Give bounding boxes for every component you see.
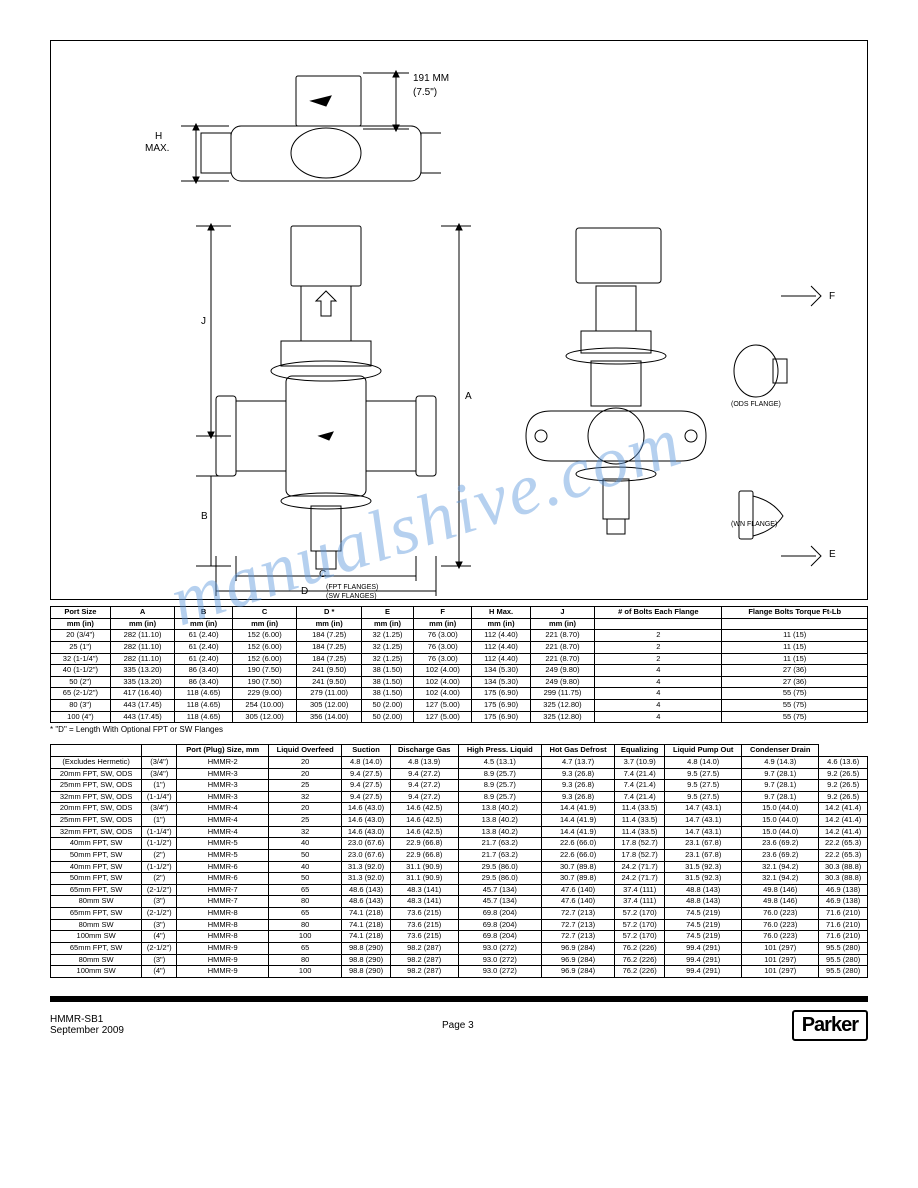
table-row: 20 (3/4")282 (11.10)61 (2.40)152 (6.00)1… [51, 630, 868, 642]
table-row: 32mm FPT, SW, ODS(1-1/4")HMMR-3329.4 (27… [51, 791, 868, 803]
table-row: 40mm FPT, SW(1-1/2")HMMR-64031.3 (92.0)3… [51, 861, 868, 873]
table1-header: Flange Bolts Torque Ft-Lb [722, 607, 868, 619]
table-row: 50mm FPT, SW(2")HMMR-55023.0 (67.6)22.9 … [51, 849, 868, 861]
table1-subheader: mm (in) [472, 618, 530, 630]
table-row: 32 (1-1/4")282 (11.10)61 (2.40)152 (6.00… [51, 653, 868, 665]
table1-subheader: mm (in) [110, 618, 175, 630]
table2-header: Port (Plug) Size, mm [177, 745, 269, 757]
sw-label: (SW FLANGES) [326, 593, 377, 600]
table-row: 65mm FPT, SW(2-1/2")HMMR-96598.8 (290)98… [51, 942, 868, 954]
table2-header: Liquid Pump Out [665, 745, 742, 757]
table-row: 50 (2")335 (13.20)86 (3.40)190 (7.50)241… [51, 676, 868, 688]
table-row: 25mm FPT, SW, ODS(1")HMMR-42514.6 (43.0)… [51, 815, 868, 827]
table1-note: * "D" = Length With Optional FPT or SW F… [50, 725, 868, 734]
top-view-sketch [141, 61, 441, 211]
table-row: 65mm FPT, SW(2-1/2")HMMR-76548.6 (143)48… [51, 884, 868, 896]
engineering-diagram-frame: 191 MM (7.5") H MAX. [50, 40, 868, 600]
table1-subheader: mm (in) [51, 618, 111, 630]
table-row: 80mm SW(3")HMMR-78048.6 (143)48.3 (141)4… [51, 896, 868, 908]
table-row: 80 (3")443 (17.45)118 (4.65)254 (10.00)3… [51, 700, 868, 712]
table1-subheader: mm (in) [414, 618, 472, 630]
table1-header: B [175, 607, 233, 619]
max-label: MAX. [145, 143, 169, 154]
capacity-table: Port (Plug) Size, mmLiquid OverfeedSucti… [50, 744, 868, 978]
table1-subheader: mm (in) [232, 618, 297, 630]
dimensions-table: Port SizeABCD *EFH Max.J# of Bolts Each … [50, 606, 868, 723]
table2-header [142, 745, 177, 757]
table1-subheader: mm (in) [361, 618, 413, 630]
B-label: B [201, 511, 208, 522]
table-row: 100mm SW(4")HMMR-910098.8 (290)98.2 (287… [51, 966, 868, 978]
table1-subheader: mm (in) [175, 618, 233, 630]
table2-header: Condenser Drain [742, 745, 819, 757]
table-row: 80mm SW(3")HMMR-88074.1 (218)73.6 (215)6… [51, 919, 868, 931]
table1-header: J [530, 607, 595, 619]
table2-header: High Press. Liquid [458, 745, 541, 757]
page-number: Page 3 [442, 1020, 474, 1031]
table-row: 32mm FPT, SW, ODS(1-1/4")HMMR-43214.6 (4… [51, 826, 868, 838]
h-label: H [155, 131, 162, 142]
J-label: J [201, 316, 206, 327]
fpt-label: (FPT FLANGES) [326, 584, 378, 591]
table1-header: H Max. [472, 607, 530, 619]
table1-subheader: mm (in) [297, 618, 362, 630]
table-row: 50mm FPT, SW(2")HMMR-65031.3 (92.0)31.1 … [51, 873, 868, 885]
wn-label: (WN FLANGE) [731, 521, 777, 528]
table2-header: Hot Gas Defrost [542, 745, 615, 757]
table2-header: Discharge Gas [390, 745, 458, 757]
table-row: 25 (1")282 (11.10)61 (2.40)152 (6.00)184… [51, 641, 868, 653]
table-row: 65mm FPT, SW(2-1/2")HMMR-86574.1 (218)73… [51, 908, 868, 920]
table2-header [51, 745, 142, 757]
table1-header: E [361, 607, 413, 619]
table2-header: Suction [342, 745, 391, 757]
table-row: 100mm SW(4")HMMR-810074.1 (218)73.6 (215… [51, 931, 868, 943]
table1-header: F [414, 607, 472, 619]
footer: HMMR-SB1 September 2009 Page 3 Parker [50, 1010, 868, 1041]
table-row: 40mm FPT, SW(1-1/2")HMMR-54023.0 (67.6)2… [51, 838, 868, 850]
front-view-sketch [141, 216, 471, 596]
table1-header: A [110, 607, 175, 619]
table1-header: D * [297, 607, 362, 619]
table1-subheader: mm (in) [530, 618, 595, 630]
footer-divider [50, 996, 868, 1002]
table1-subheader [722, 618, 868, 630]
table-row: 100 (4")443 (17.45)118 (4.65)305 (12.00)… [51, 711, 868, 723]
F-label: F [829, 291, 835, 302]
table2-header: Liquid Overfeed [269, 745, 342, 757]
D-label: D [301, 586, 308, 597]
side-view-sketch [511, 216, 851, 596]
table1-header: Port Size [51, 607, 111, 619]
table-row: 65 (2-1/2")417 (16.40)118 (4.65)229 (9.0… [51, 688, 868, 700]
table1-subheader [595, 618, 722, 630]
C-label: C [319, 569, 326, 580]
table-row: 20mm FPT, SW, ODS(3/4")HMMR-3209.4 (27.5… [51, 768, 868, 780]
table1-header: # of Bolts Each Flange [595, 607, 722, 619]
table1-header: C [232, 607, 297, 619]
table-row: 20mm FPT, SW, ODS(3/4")HMMR-42014.6 (43.… [51, 803, 868, 815]
A-label: A [465, 391, 472, 402]
parker-logo: Parker [792, 1010, 868, 1041]
table-row: 80mm SW(3")HMMR-98098.8 (290)98.2 (287)9… [51, 954, 868, 966]
dim-75in-label: (7.5") [413, 87, 437, 98]
table-row: (Excludes Hermetic)(3/4")HMMR-2204.8 (14… [51, 756, 868, 768]
table-row: 40 (1-1/2")335 (13.20)86 (3.40)190 (7.50… [51, 665, 868, 677]
table2-header: Equalizing [615, 745, 665, 757]
E-label: E [829, 549, 836, 560]
dim-191mm-label: 191 MM [413, 73, 449, 84]
bulletin-date: September 2009 [50, 1025, 124, 1036]
ods-label: (ODS FLANGE) [731, 401, 781, 408]
table-row: 25mm FPT, SW, ODS(1")HMMR-3259.4 (27.5)9… [51, 780, 868, 792]
bulletin-number: HMMR-SB1 [50, 1014, 103, 1025]
